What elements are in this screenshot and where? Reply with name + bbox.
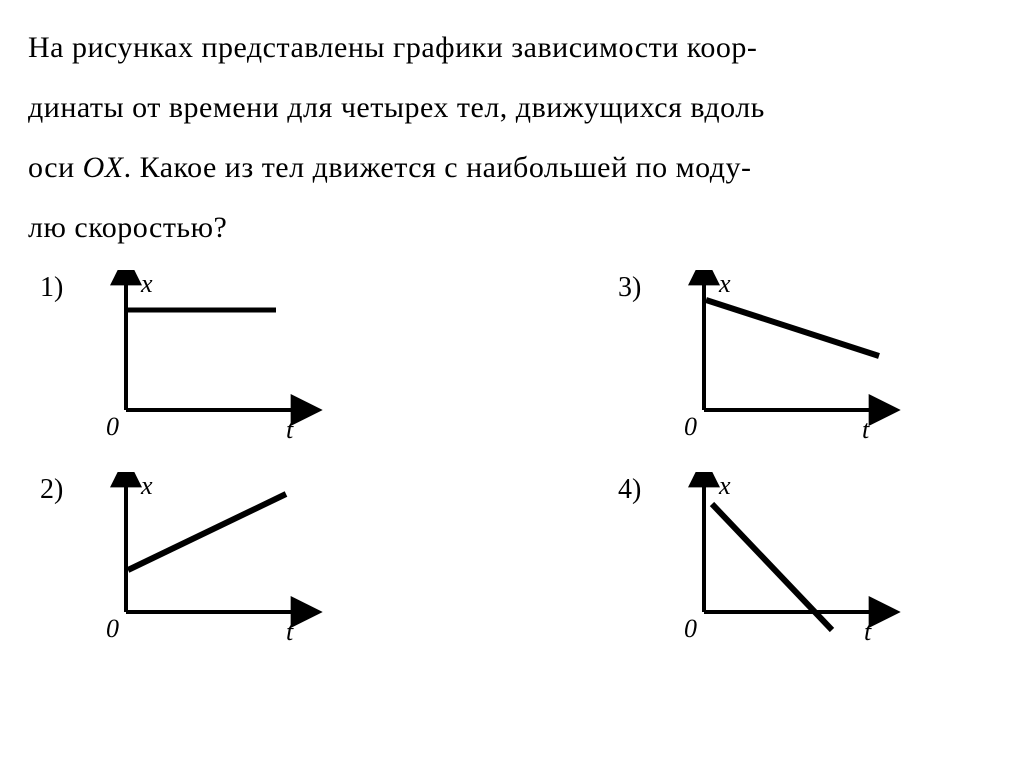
chart-4-x-axis-label: x bbox=[718, 472, 731, 500]
chart-4-label: 4) bbox=[618, 472, 654, 506]
chart-2-svg: x 0 t bbox=[86, 472, 336, 662]
chart-3-origin: 0 bbox=[684, 412, 697, 441]
chart-3-x-axis-label: x bbox=[718, 270, 731, 298]
chart-2-x-axis-label: x bbox=[140, 472, 153, 500]
question-ox: OX bbox=[83, 151, 124, 184]
question-line3b: . Какое из тел движется с наибольшей по … bbox=[124, 151, 752, 184]
chart-1-origin: 0 bbox=[106, 412, 119, 441]
chart-1-x-axis-label: x bbox=[140, 270, 153, 298]
question-line2: динаты от времени для четырех тел, движу… bbox=[28, 91, 765, 124]
chart-2-line bbox=[128, 494, 286, 570]
chart-1: 1) x 0 t bbox=[40, 270, 418, 460]
chart-1-t-axis-label: t bbox=[286, 415, 294, 444]
chart-3-svg: x 0 t bbox=[664, 270, 914, 460]
chart-3-t-axis-label: t bbox=[862, 415, 870, 444]
charts-grid: 1) x 0 t 3) bbox=[28, 270, 996, 662]
chart-3: 3) x 0 t bbox=[618, 270, 996, 460]
chart-4-t-axis-label: t bbox=[864, 617, 872, 646]
chart-2-origin: 0 bbox=[106, 614, 119, 643]
chart-4-origin: 0 bbox=[684, 614, 697, 643]
question-line3a: оси bbox=[28, 151, 83, 184]
question-text: На рисунках представлены графики зависим… bbox=[28, 18, 996, 258]
chart-1-svg: x 0 t bbox=[86, 270, 336, 460]
chart-4: 4) x 0 t bbox=[618, 472, 996, 662]
chart-2-t-axis-label: t bbox=[286, 617, 294, 646]
chart-4-svg: x 0 t bbox=[664, 472, 914, 662]
question-line1: На рисунках представлены графики зависим… bbox=[28, 31, 757, 64]
chart-1-label: 1) bbox=[40, 270, 76, 304]
chart-3-line bbox=[706, 300, 879, 356]
question-line4: лю скоростью? bbox=[28, 211, 227, 244]
chart-3-label: 3) bbox=[618, 270, 654, 304]
chart-2-label: 2) bbox=[40, 472, 76, 506]
chart-2: 2) x 0 t bbox=[40, 472, 418, 662]
